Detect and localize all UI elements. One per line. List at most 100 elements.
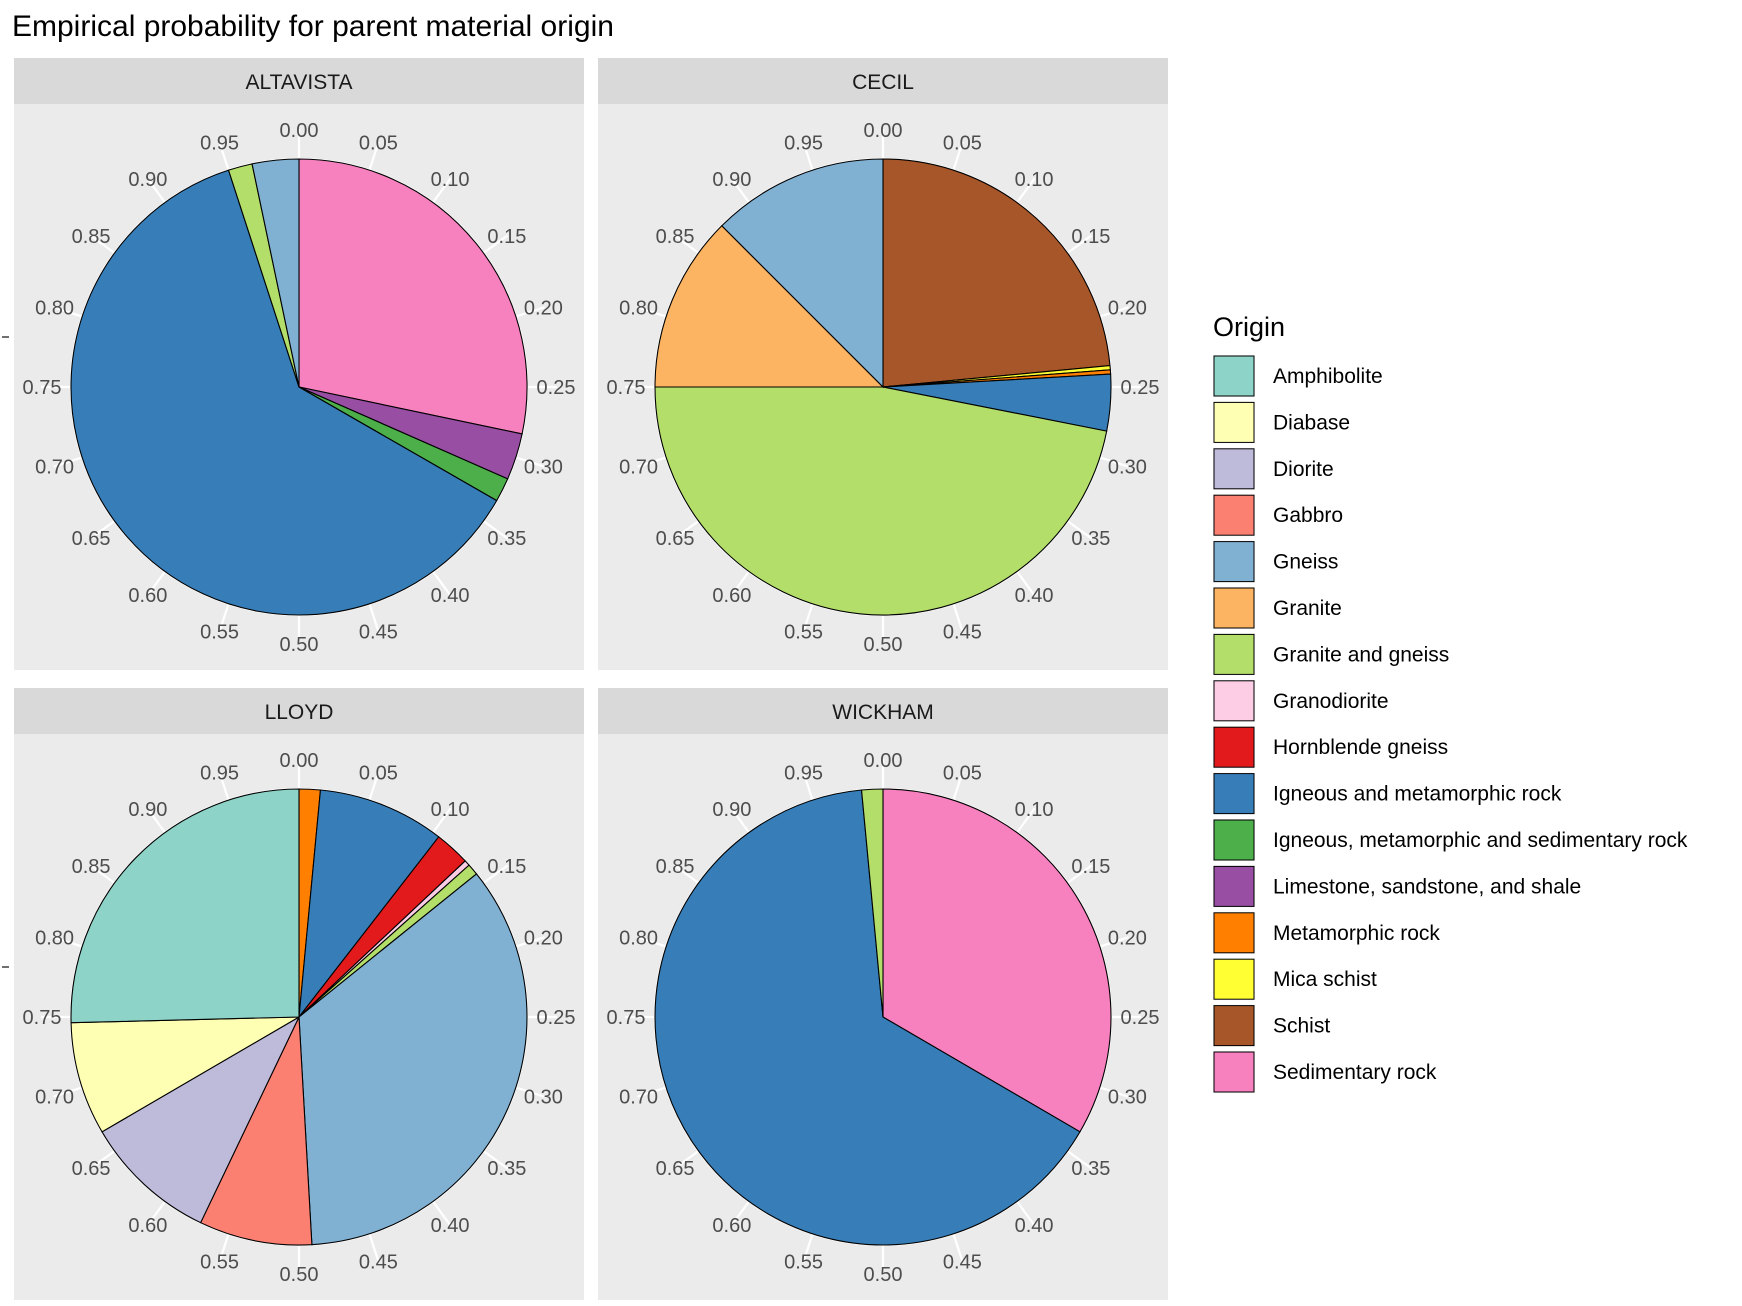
legend-item-granite-and-gneiss: Granite and gneiss: [1213, 633, 1449, 676]
legend-key: [1213, 587, 1255, 629]
facet-panels: ALTAVISTA 0.00 0.05 0.10 0.15 0.20 0.25 0.30 0.3…: [2, 58, 1168, 1300]
legend-key: [1213, 1051, 1255, 1093]
legend-label: Schist: [1273, 1015, 1330, 1038]
tick-label: 0.20: [1108, 928, 1147, 950]
legend-item-schist: Schist: [1213, 1004, 1330, 1047]
tick-label: 0.60: [128, 1215, 167, 1237]
tick-label: 0.95: [200, 763, 239, 785]
tick-label: 0.50: [280, 1264, 319, 1286]
legend-key: [1213, 401, 1255, 443]
tick-label: 0.15: [487, 226, 526, 248]
legend-label: Diorite: [1273, 458, 1334, 481]
tick-label: 0.40: [431, 1215, 470, 1237]
tick-label: 0.90: [128, 799, 167, 821]
tick-label: 0.55: [200, 621, 239, 643]
tick-label: 0.40: [1015, 585, 1054, 607]
tick-label: 0.00: [864, 120, 903, 142]
legend-key: [1213, 1005, 1255, 1047]
legend-key: [1213, 680, 1255, 722]
legend-label: Hornblende gneiss: [1273, 736, 1448, 759]
legend-title: Origin: [1213, 312, 1285, 342]
tick-label: 0.35: [487, 528, 526, 550]
tick-label: 0.25: [537, 1007, 576, 1029]
strip-label-cecil: CECIL: [852, 71, 914, 94]
strip-label-altavista: ALTAVISTA: [246, 71, 353, 94]
tick-label: 0.45: [359, 621, 398, 643]
tick-label: 0.55: [784, 621, 823, 643]
legend-label: Gneiss: [1273, 551, 1338, 574]
strip-label-wickham: WICKHAM: [832, 701, 934, 724]
legend-label: Igneous, metamorphic and sedimentary roc…: [1273, 829, 1688, 852]
tick-label: 0.40: [431, 585, 470, 607]
legend-label: Gabbro: [1273, 504, 1343, 527]
slice-cecil-gneiss: [721, 158, 884, 389]
tick-label: 0.70: [619, 456, 658, 478]
slice-altavista-gneiss: [251, 158, 300, 388]
strip-lloyd: [14, 688, 584, 734]
tick-label: 0.05: [359, 763, 398, 785]
legend-label: Amphibolite: [1273, 365, 1383, 388]
tick-label: 0.75: [23, 1007, 62, 1029]
tick-label: 0.70: [35, 1086, 74, 1108]
slice-cecil-schist: [882, 158, 1111, 388]
tick-label: 0.80: [35, 928, 74, 950]
slice-lloyd-igneous-and-metamorphic-rock: [298, 789, 440, 1019]
tick-label: 0.00: [280, 750, 319, 772]
tick-label: 0.30: [1108, 456, 1147, 478]
tick-label: 0.65: [72, 528, 111, 550]
tick-label: 0.95: [784, 133, 823, 155]
tick-label: 0.25: [1121, 377, 1160, 399]
tick-label: 0.35: [487, 1158, 526, 1180]
tick-label: 0.90: [712, 799, 751, 821]
panel-lloyd: LLOYD 0.00 0.05 0.10 0.15 0.20 0.25 0.30 0.35 0.4…: [2, 688, 584, 1300]
legend-item-igneous-and-metamorphic-rock: Igneous and metamorphic rock: [1213, 772, 1562, 815]
tick-label: 0.15: [487, 856, 526, 878]
legend-key: [1213, 819, 1255, 861]
tick-label: 0.45: [359, 1251, 398, 1273]
tick-label: 0.80: [35, 298, 74, 320]
legend-key: [1213, 726, 1255, 768]
legend-label: Metamorphic rock: [1273, 922, 1440, 945]
tick-label: 0.10: [431, 169, 470, 191]
tick-label: 0.95: [784, 763, 823, 785]
tick-label: 0.50: [280, 634, 319, 656]
tick-label: 0.70: [35, 456, 74, 478]
tick-label: 0.70: [619, 1086, 658, 1108]
tick-label: 0.45: [943, 621, 982, 643]
tick-label: 0.10: [431, 799, 470, 821]
tick-label: 0.50: [864, 1264, 903, 1286]
legend-key: [1213, 448, 1255, 490]
slice-lloyd-gneiss: [298, 873, 528, 1246]
legend-item-metamorphic-rock: Metamorphic rock: [1213, 911, 1440, 954]
tick-label: 0.00: [864, 750, 903, 772]
legend-item-gneiss: Gneiss: [1213, 540, 1338, 583]
tick-label: 0.35: [1071, 1158, 1110, 1180]
tick-label: 0.00: [280, 120, 319, 142]
legend-item-granite: Granite: [1213, 587, 1342, 629]
slice-wickham-igneous-and-metamorphic-rock: [654, 789, 1081, 1246]
legend-item-gabbro: Gabbro: [1213, 494, 1343, 537]
tick-label: 0.50: [864, 634, 903, 656]
legend-item-granodiorite: Granodiorite: [1213, 679, 1389, 722]
tick-label: 0.65: [656, 1158, 695, 1180]
tick-label: 0.60: [712, 1215, 751, 1237]
tick-label: 0.85: [656, 856, 695, 878]
slice-cecil-granite-and-gneiss: [654, 386, 1108, 616]
legend: Origin Amphibolite Diabase Diorite Gabbro Gne…: [1213, 312, 1688, 1093]
tick-label: 0.30: [524, 456, 563, 478]
legend-key: [1213, 494, 1255, 536]
legend-label: Sedimentary rock: [1273, 1061, 1437, 1084]
tick-label: 0.85: [72, 856, 111, 878]
legend-key: [1213, 541, 1255, 583]
tick-label: 0.20: [524, 298, 563, 320]
tick-label: 0.90: [128, 169, 167, 191]
legend-item-hornblende-gneiss: Hornblende gneiss: [1213, 726, 1448, 769]
tick-label: 0.90: [712, 169, 751, 191]
chart-title: Empirical probability for parent materia…: [12, 10, 614, 43]
slice-altavista-sedimentary-rock: [298, 158, 528, 435]
strip-wickham: [598, 688, 1168, 734]
panel-cecil: CECIL 0.00 0.05 0.10 0.15 0.20 0.25 0.30 0.35 0.4…: [598, 58, 1168, 670]
tick-label: 0.40: [1015, 1215, 1054, 1237]
legend-item-igneous-metamorphic-and-sedimentary-rock: Igneous, metamorphic and sedimentary roc…: [1213, 819, 1688, 861]
tick-label: 0.45: [943, 1251, 982, 1273]
